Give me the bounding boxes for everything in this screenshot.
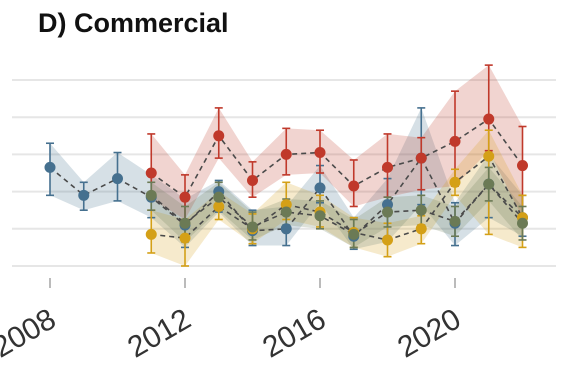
- data-point: [314, 182, 326, 194]
- data-point: [382, 234, 393, 246]
- data-point: [280, 223, 292, 235]
- series-4-ribbon: [151, 167, 523, 248]
- confidence-ribbons: [50, 65, 523, 266]
- data-point: [247, 174, 258, 186]
- data-point: [78, 189, 90, 201]
- data-point: [415, 223, 427, 235]
- series-2-line: [150, 118, 524, 199]
- x-tick-label: 2020: [392, 302, 466, 364]
- data-point: [145, 167, 157, 179]
- data-points: [44, 113, 528, 246]
- series-2-ribbon: [151, 65, 523, 220]
- series-1-ribbon: [50, 107, 523, 250]
- series-lines: [49, 118, 524, 241]
- data-point: [415, 152, 427, 164]
- series-3-line: [151, 155, 524, 241]
- data-point: [415, 204, 427, 216]
- x-tick-label: 2008: [0, 302, 62, 364]
- data-point: [314, 210, 326, 222]
- data-point: [179, 217, 191, 229]
- data-point: [145, 228, 157, 240]
- x-tick-label: 2012: [122, 302, 196, 364]
- data-point: [314, 147, 326, 159]
- data-point: [483, 150, 495, 162]
- data-point: [213, 191, 225, 203]
- data-point: [517, 160, 528, 172]
- panel-title: D) Commercial: [38, 8, 229, 38]
- data-point: [382, 161, 393, 173]
- data-point: [213, 130, 225, 142]
- series-1-line: [49, 156, 524, 238]
- data-point: [348, 180, 360, 192]
- data-point: [44, 161, 56, 173]
- data-point: [382, 206, 393, 218]
- data-point: [179, 191, 191, 203]
- data-point: [449, 215, 461, 227]
- data-point: [247, 221, 258, 233]
- x-tick-label: 2016: [257, 302, 331, 364]
- data-point: [449, 176, 461, 188]
- data-point: [112, 173, 123, 185]
- data-point: [517, 217, 528, 229]
- data-point: [280, 148, 292, 160]
- x-axis: 2008 2012 2016 2020: [0, 278, 467, 364]
- data-point: [348, 228, 360, 240]
- data-point: [179, 232, 191, 244]
- error-bars: [46, 64, 527, 267]
- data-point: [280, 206, 292, 218]
- data-point: [449, 135, 461, 147]
- series-3-ribbon: [151, 130, 523, 266]
- data-point: [213, 200, 225, 212]
- data-point: [483, 178, 495, 190]
- data-point: [145, 189, 157, 201]
- data-point: [483, 113, 495, 125]
